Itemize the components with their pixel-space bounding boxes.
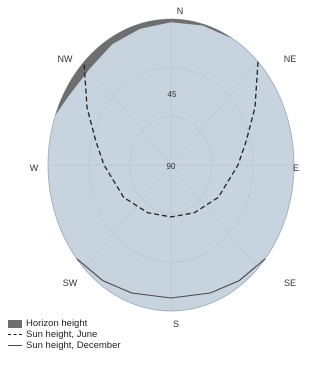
legend: Horizon height Sun height, June Sun heig…: [8, 318, 121, 351]
legend-swatch-horizon: [8, 319, 22, 328]
elevation-ring-label-45: 45: [168, 90, 177, 99]
legend-item-june: Sun height, June: [8, 329, 121, 340]
azimuth-grid-line-45: [170, 61, 259, 166]
compass-label-w: W: [30, 163, 39, 173]
legend-item-horizon: Horizon height: [8, 318, 121, 329]
legend-label-june: Sun height, June: [26, 329, 98, 340]
legend-item-december: Sun height, December: [8, 340, 121, 351]
azimuth-grid-line-225: [83, 164, 172, 269]
compass-label-s: S: [173, 319, 179, 329]
compass-label-e: E: [293, 163, 299, 173]
june-sun-path: [83, 61, 259, 218]
compass-label-ne: NE: [284, 54, 297, 64]
azimuth-grid-line-135: [170, 164, 259, 269]
legend-swatch-december: [8, 345, 22, 346]
azimuth-grid-line-315: [83, 61, 172, 166]
elevation-ring-label-90: 90: [167, 162, 176, 171]
compass-label-n: N: [177, 6, 184, 16]
elevation-ring-labels: 45 90: [167, 90, 177, 171]
legend-label-horizon: Horizon height: [26, 318, 88, 329]
compass-labels: N NE E SE S SW W NW: [30, 6, 299, 329]
legend-swatch-june: [8, 334, 22, 335]
compass-label-se: SE: [284, 278, 296, 288]
compass-label-nw: NW: [58, 54, 73, 64]
compass-label-sw: SW: [63, 278, 78, 288]
horizon-height-area: [55, 19, 233, 116]
polar-plot: [47, 18, 295, 312]
legend-label-december: Sun height, December: [26, 340, 121, 351]
december-sun-path: [76, 258, 266, 299]
